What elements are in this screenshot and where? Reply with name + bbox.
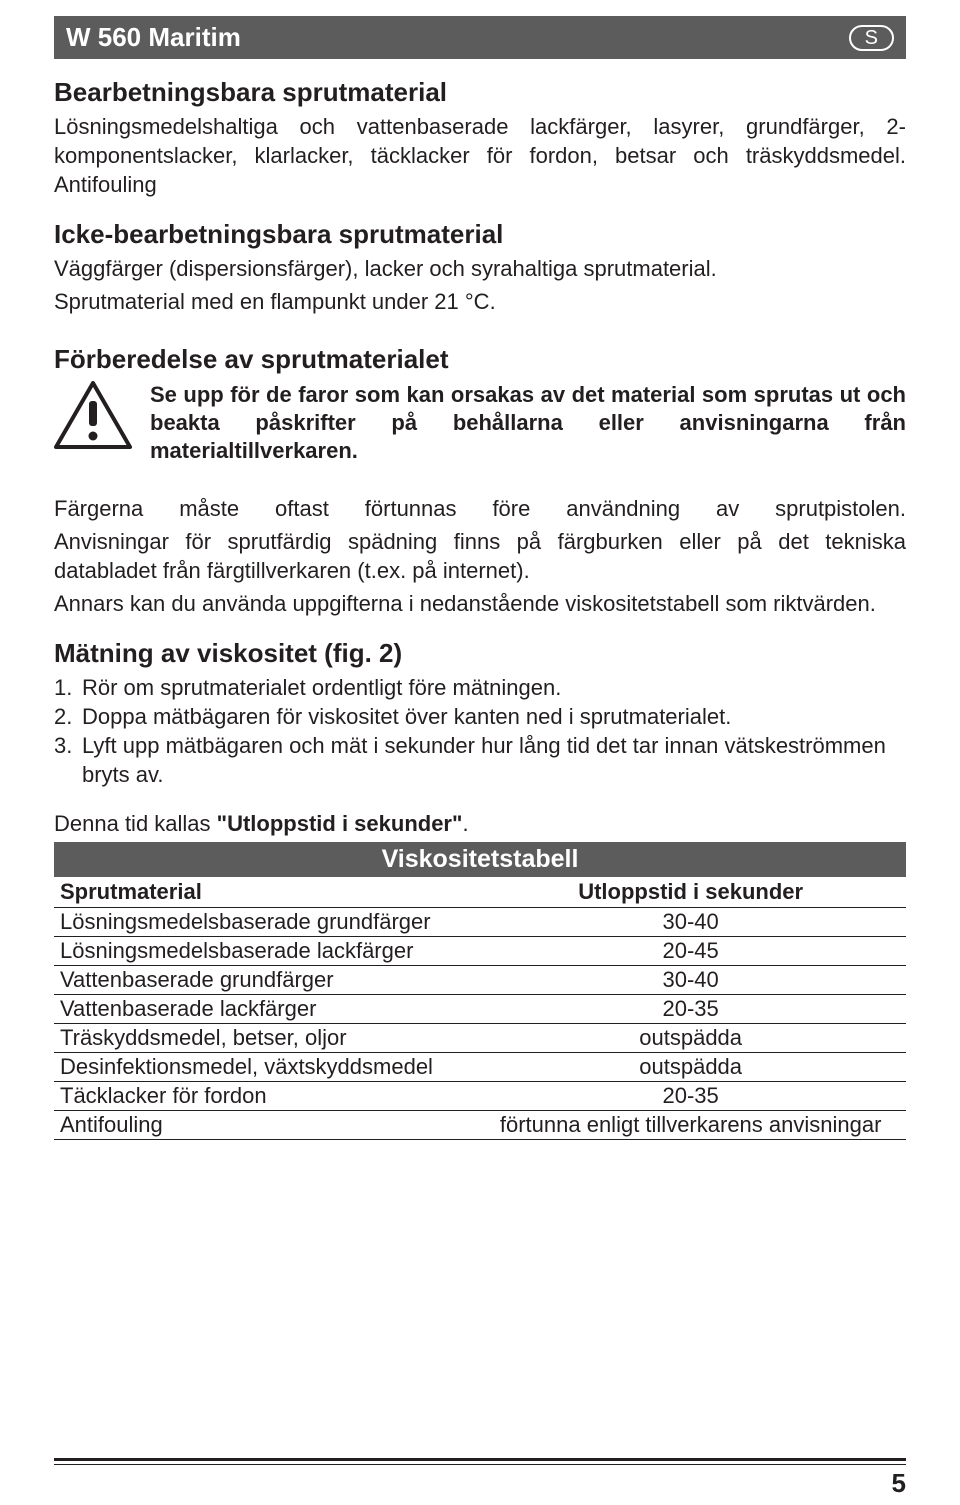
para-fargerna-1b: Anvisningar för sprutfärdig spädning fin… <box>54 527 906 585</box>
table-row: Antifoulingförtunna enligt tillverkarens… <box>54 1110 906 1139</box>
footer-rule <box>54 1458 906 1465</box>
page-number: 5 <box>892 1468 906 1499</box>
section-bearbetningsbara: Bearbetningsbara sprutmaterial Lösningsm… <box>54 77 906 199</box>
cell-material: Vattenbaserade lackfärger <box>54 994 475 1023</box>
warning-text: Se upp för de faror som kan orsakas av d… <box>150 381 906 465</box>
note-post: . <box>462 811 468 836</box>
cell-value: outspädda <box>475 1023 906 1052</box>
para-bearbetningsbara: Lösningsmedelshaltiga och vattenbaserade… <box>54 112 906 199</box>
cell-material: Antifouling <box>54 1110 475 1139</box>
para-fargerna-1a: Färgerna måste oftast förtunnas före anv… <box>54 494 906 523</box>
list-item: 2.Doppa mätbägaren för viskositet över k… <box>54 702 906 731</box>
cell-value: 20-35 <box>475 994 906 1023</box>
language-badge: S <box>849 25 894 51</box>
cell-material: Desinfektionsmedel, växtskyddsmedel <box>54 1052 475 1081</box>
cell-material: Träskyddsmedel, betser, oljor <box>54 1023 475 1052</box>
list-item: 3.Lyft upp mätbägaren och mät i sekunder… <box>54 731 906 789</box>
cell-value: 20-45 <box>475 936 906 965</box>
table-row: Täcklacker för fordon20-35 <box>54 1081 906 1110</box>
step-text: Lyft upp mätbägaren och mät i sekunder h… <box>82 731 906 789</box>
table-row: Lösningsmedelsbaserade lackfärger20-45 <box>54 936 906 965</box>
cell-value: 20-35 <box>475 1081 906 1110</box>
table-row: Vattenbaserade grundfärger30-40 <box>54 965 906 994</box>
cell-value: 30-40 <box>475 907 906 936</box>
section-forberedelse: Förberedelse av sprutmaterialet Se upp f… <box>54 344 906 465</box>
table-title: Viskositetstabell <box>54 842 906 877</box>
heading-bearbetningsbara: Bearbetningsbara sprutmaterial <box>54 77 906 108</box>
warning-block: Se upp för de faror som kan orsakas av d… <box>54 381 906 465</box>
note-bold: "Utloppstid i sekunder" <box>217 811 463 836</box>
cell-value: outspädda <box>475 1052 906 1081</box>
steps-list: 1.Rör om sprutmaterialet ordentligt före… <box>54 673 906 789</box>
cell-material: Lösningsmedelsbaserade lackfärger <box>54 936 475 965</box>
header-bar: W 560 Maritim S <box>54 16 906 59</box>
cell-material: Vattenbaserade grundfärger <box>54 965 475 994</box>
note-pre: Denna tid kallas <box>54 811 217 836</box>
step-text: Rör om sprutmaterialet ordentligt före m… <box>82 673 561 702</box>
utloppstid-note: Denna tid kallas "Utloppstid i sekunder"… <box>54 809 906 838</box>
para-icke-2: Sprutmaterial med en flampunkt under 21 … <box>54 287 906 316</box>
heading-icke: Icke-bearbetningsbara sprutmaterial <box>54 219 906 250</box>
table-row: Lösningsmedelsbaserade grundfärger30-40 <box>54 907 906 936</box>
viscosity-table: Sprutmaterial Utloppstid i sekunder Lösn… <box>54 877 906 1140</box>
warning-icon <box>54 381 132 454</box>
heading-matning: Mätning av viskositet (fig. 2) <box>54 638 906 669</box>
para-fargerna-2: Annars kan du använda uppgifterna i neda… <box>54 589 906 618</box>
viscosity-table-wrap: Viskositetstabell Sprutmaterial Utloppst… <box>54 842 906 1140</box>
step-number: 1. <box>54 673 82 702</box>
para-icke-1: Väggfärger (dispersionsfärger), lacker o… <box>54 254 906 283</box>
cell-material: Täcklacker för fordon <box>54 1081 475 1110</box>
table-col-time: Utloppstid i sekunder <box>475 877 906 908</box>
step-number: 2. <box>54 702 82 731</box>
step-number: 3. <box>54 731 82 789</box>
step-text: Doppa mätbägaren för viskositet över kan… <box>82 702 731 731</box>
list-item: 1.Rör om sprutmaterialet ordentligt före… <box>54 673 906 702</box>
table-row: Desinfektionsmedel, växtskyddsmedeloutsp… <box>54 1052 906 1081</box>
cell-value: 30-40 <box>475 965 906 994</box>
table-col-material: Sprutmaterial <box>54 877 475 908</box>
table-row: Vattenbaserade lackfärger20-35 <box>54 994 906 1023</box>
header-title: W 560 Maritim <box>66 22 241 53</box>
table-row: Träskyddsmedel, betser, oljoroutspädda <box>54 1023 906 1052</box>
section-fargerna: Färgerna måste oftast förtunnas före anv… <box>54 494 906 618</box>
section-matning: Mätning av viskositet (fig. 2) 1.Rör om … <box>54 638 906 789</box>
cell-material: Lösningsmedelsbaserade grundfärger <box>54 907 475 936</box>
heading-forberedelse: Förberedelse av sprutmaterialet <box>54 344 906 375</box>
section-icke: Icke-bearbetningsbara sprutmaterial Vägg… <box>54 219 906 316</box>
cell-value: förtunna enligt tillverkarens anvisninga… <box>475 1110 906 1139</box>
